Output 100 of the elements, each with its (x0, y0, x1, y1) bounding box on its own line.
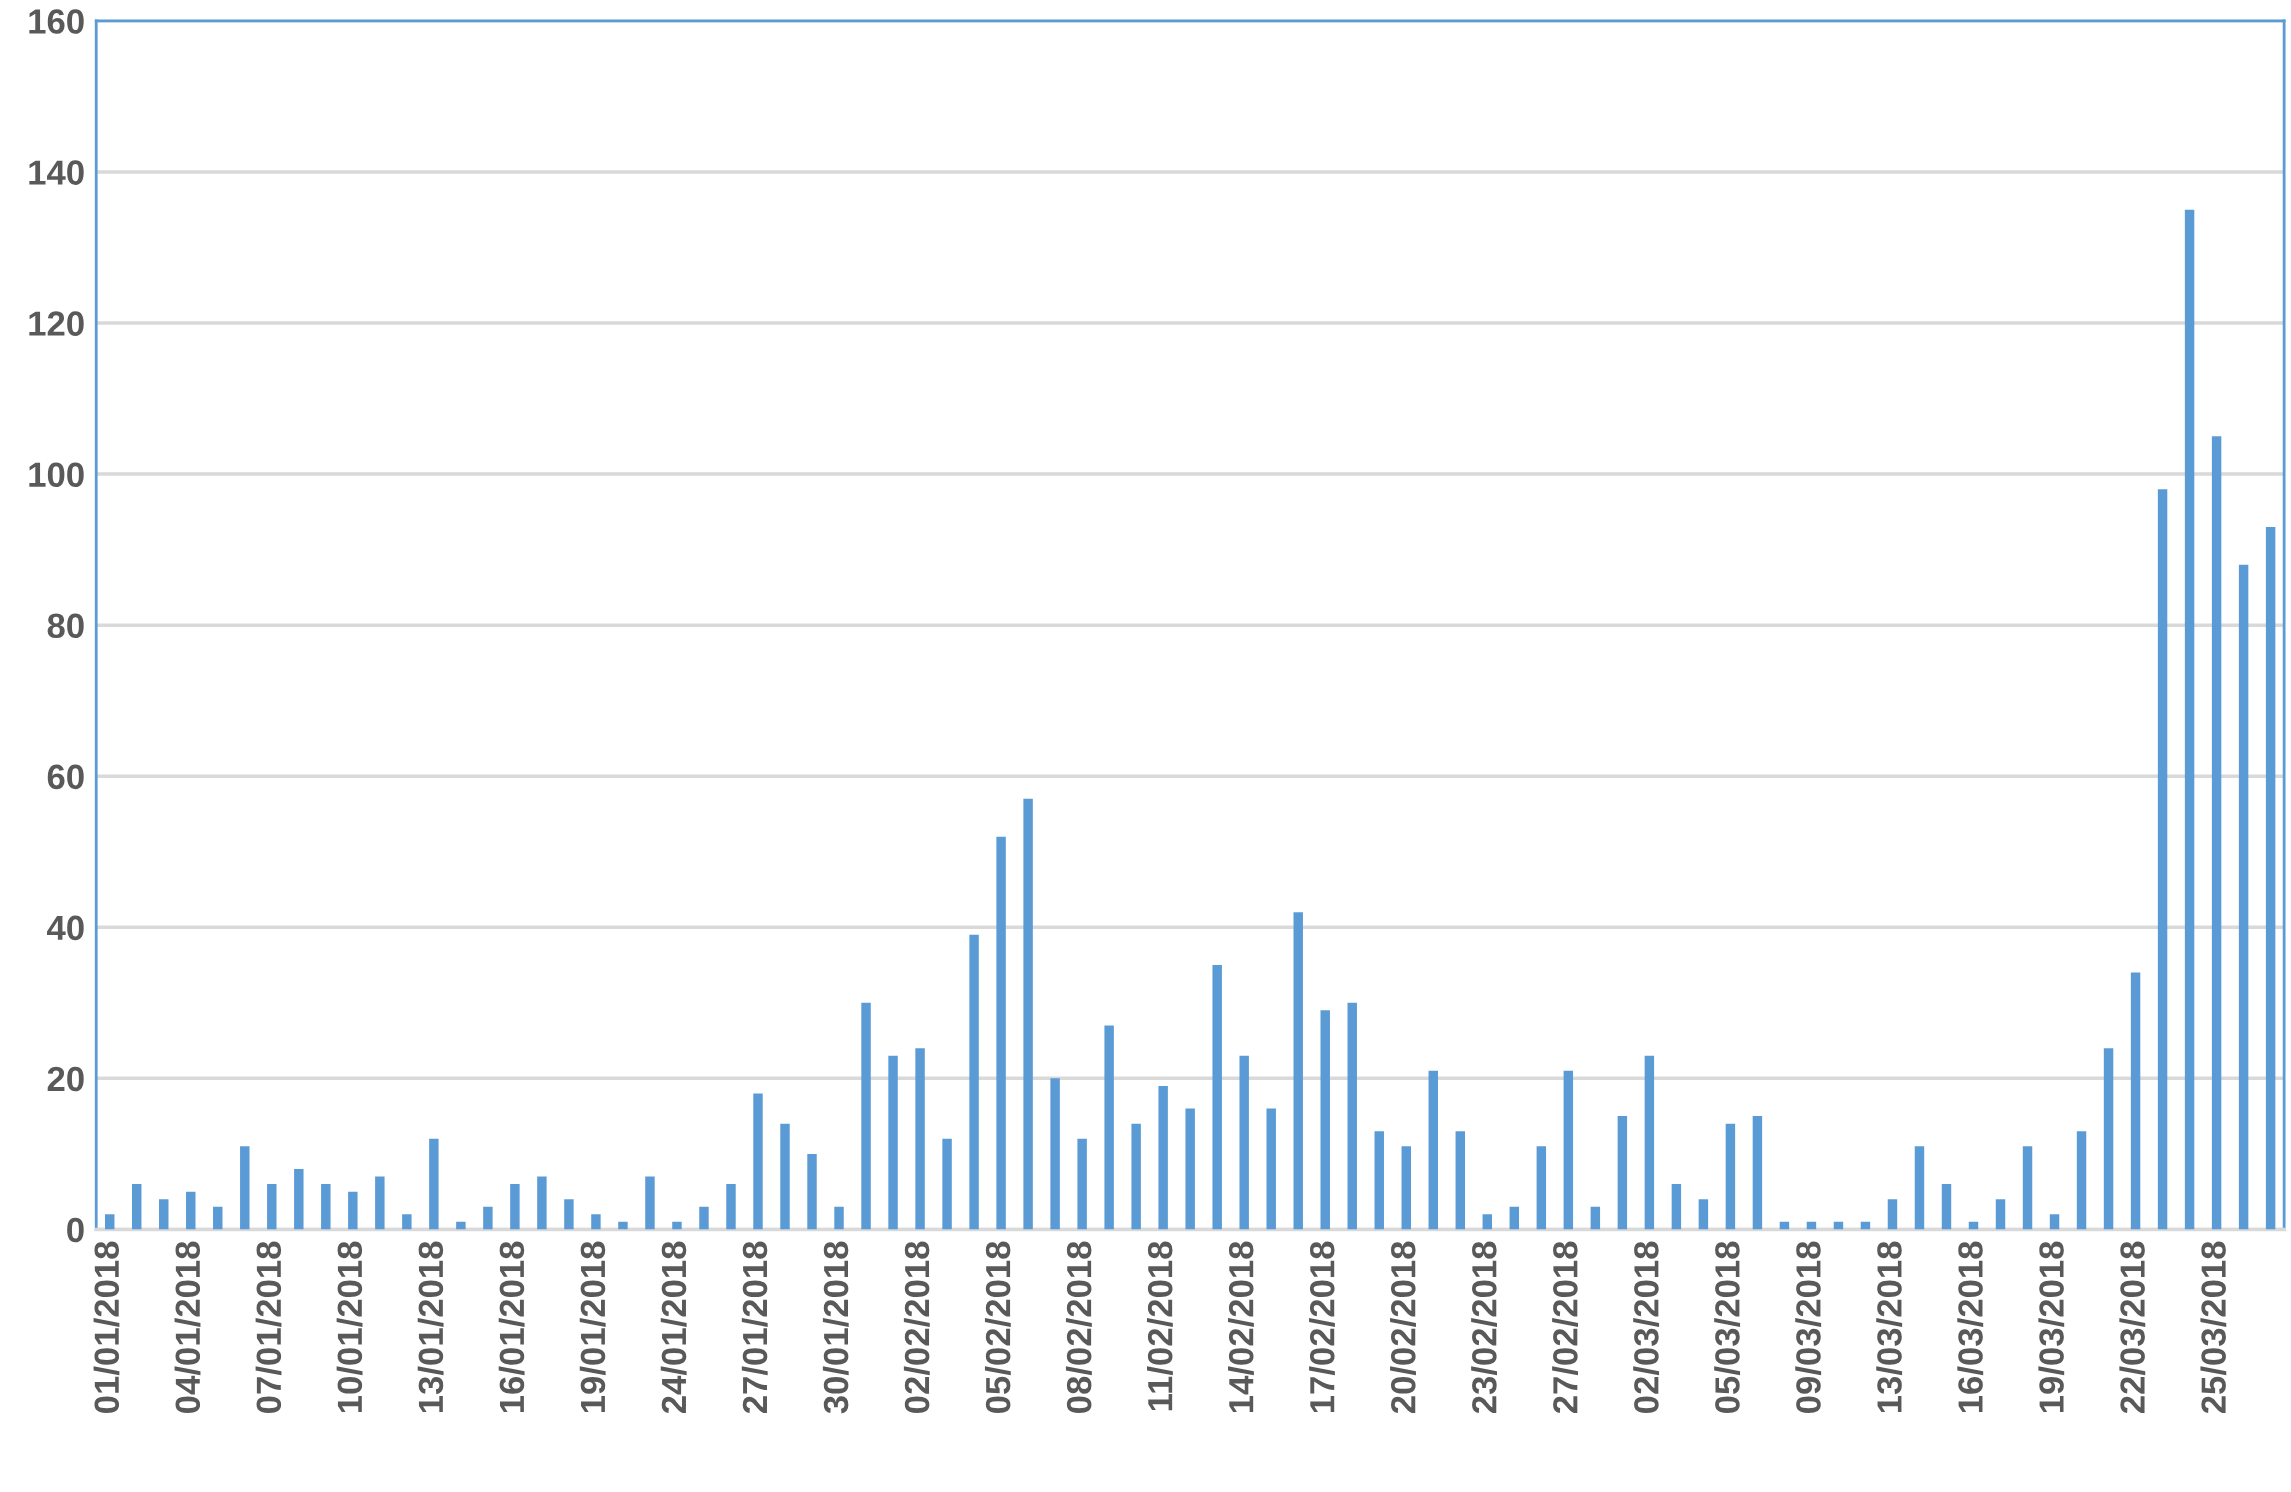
bar (618, 1221, 628, 1230)
bar (1320, 1010, 1330, 1230)
bar (915, 1048, 925, 1230)
x-tick-label: 09/03/2018 (1795, 1241, 1822, 1413)
x-tick-label: 23/02/2018 (1471, 1241, 1497, 1414)
bar (1131, 1123, 1141, 1230)
x-tick-label: 02/02/2018 (903, 1241, 930, 1413)
bar (1698, 1199, 1709, 1230)
bar (1563, 1070, 1574, 1230)
bar (2184, 209, 2195, 1230)
bar (2103, 1048, 2114, 1230)
bar (672, 1221, 682, 1230)
bar (726, 1184, 736, 1230)
x-tick-label: 08/02/2018 (1065, 1241, 1092, 1413)
bar (1914, 1146, 1925, 1230)
bar (996, 836, 1006, 1230)
x-tick-label: 01/01/2018 (93, 1241, 120, 1413)
bar (645, 1176, 655, 1230)
bar (2265, 526, 2276, 1230)
y-tick-label: 60 (47, 764, 84, 790)
bar (861, 1002, 871, 1230)
bar (402, 1214, 412, 1230)
y-tick-label: 140 (29, 160, 84, 185)
y-tick-label: 0 (67, 1217, 84, 1243)
x-tick-label: 24/01/2018 (660, 1241, 687, 1414)
y-tick-label: 40 (47, 915, 84, 941)
bar (1671, 1184, 1682, 1230)
bar (1050, 1078, 1060, 1230)
bar (348, 1191, 358, 1230)
bar (1752, 1116, 1763, 1230)
x-tick-label: 25/03/2018 (2200, 1241, 2227, 1414)
bar (969, 934, 979, 1230)
bar (1374, 1131, 1384, 1230)
bar (564, 1199, 574, 1230)
bar (1428, 1070, 1438, 1230)
x-tick-label: 14/02/2018 (1228, 1241, 1254, 1413)
bar (1185, 1108, 1195, 1230)
x-tick-label: 17/02/2018 (1309, 1241, 1335, 1413)
bar (510, 1184, 520, 1230)
bar (1536, 1146, 1547, 1230)
x-tick-label: 05/02/2018 (984, 1241, 1011, 1413)
bar (2157, 489, 2168, 1230)
bar (1509, 1206, 1520, 1230)
bar (1941, 1184, 1952, 1230)
bar (213, 1206, 223, 1230)
bar (105, 1214, 115, 1230)
bar (1266, 1108, 1276, 1230)
bar (2076, 1131, 2087, 1230)
bar (942, 1138, 952, 1230)
bar (132, 1184, 142, 1230)
bar (1212, 965, 1222, 1230)
bar (240, 1146, 250, 1230)
bar (1023, 798, 1033, 1230)
y-tick-label: 160 (29, 9, 84, 34)
bar (1995, 1199, 2006, 1230)
bar (375, 1176, 385, 1230)
bar (1347, 1002, 1357, 1230)
x-tick-label: 16/03/2018 (1957, 1241, 1984, 1413)
bar (159, 1199, 169, 1230)
x-tick-label: 19/01/2018 (579, 1241, 606, 1413)
x-tick-label: 11/02/2018 (1146, 1241, 1173, 1411)
bar (1887, 1199, 1898, 1230)
bar (753, 1093, 763, 1230)
bar (1077, 1138, 1087, 1230)
bar (267, 1184, 277, 1230)
bar (1293, 912, 1303, 1230)
x-tick-label: 19/03/2018 (2038, 1241, 2065, 1413)
x-tick-label: 04/01/2018 (174, 1241, 201, 1413)
bar (1617, 1116, 1628, 1230)
bar (2130, 972, 2141, 1230)
x-tick-label: 13/01/2018 (417, 1241, 444, 1413)
x-tick-label: 05/03/2018 (1714, 1241, 1741, 1413)
x-tick-label: 27/01/2018 (741, 1241, 768, 1414)
x-tick-label: 27/02/2018 (1552, 1241, 1578, 1414)
bar (429, 1138, 439, 1230)
bar (591, 1214, 601, 1230)
bar (1239, 1055, 1249, 1230)
x-tick-label: 13/03/2018 (1876, 1241, 1903, 1413)
bar (1455, 1131, 1466, 1230)
bar (807, 1153, 817, 1230)
bar (699, 1206, 709, 1230)
bar (537, 1176, 547, 1230)
x-tick-label: 30/01/2018 (822, 1241, 849, 1414)
bar (780, 1123, 790, 1230)
x-tick-label: 22/03/2018 (2119, 1241, 2146, 1414)
bar (1401, 1146, 1411, 1230)
x-tick-label: 20/02/2018 (1390, 1241, 1416, 1414)
x-tick-label: 07/01/2018 (255, 1241, 282, 1413)
bar (834, 1206, 844, 1230)
x-tick-label: 10/01/2018 (336, 1241, 363, 1413)
bar (294, 1168, 304, 1230)
bar (2049, 1214, 2060, 1230)
bar (1158, 1085, 1168, 1230)
bar (1482, 1214, 1493, 1230)
bar (321, 1184, 331, 1230)
bar (2211, 436, 2222, 1230)
y-tick-label: 20 (47, 1066, 84, 1092)
bar (456, 1221, 466, 1230)
bar (1104, 1025, 1114, 1230)
bar (2238, 564, 2249, 1230)
